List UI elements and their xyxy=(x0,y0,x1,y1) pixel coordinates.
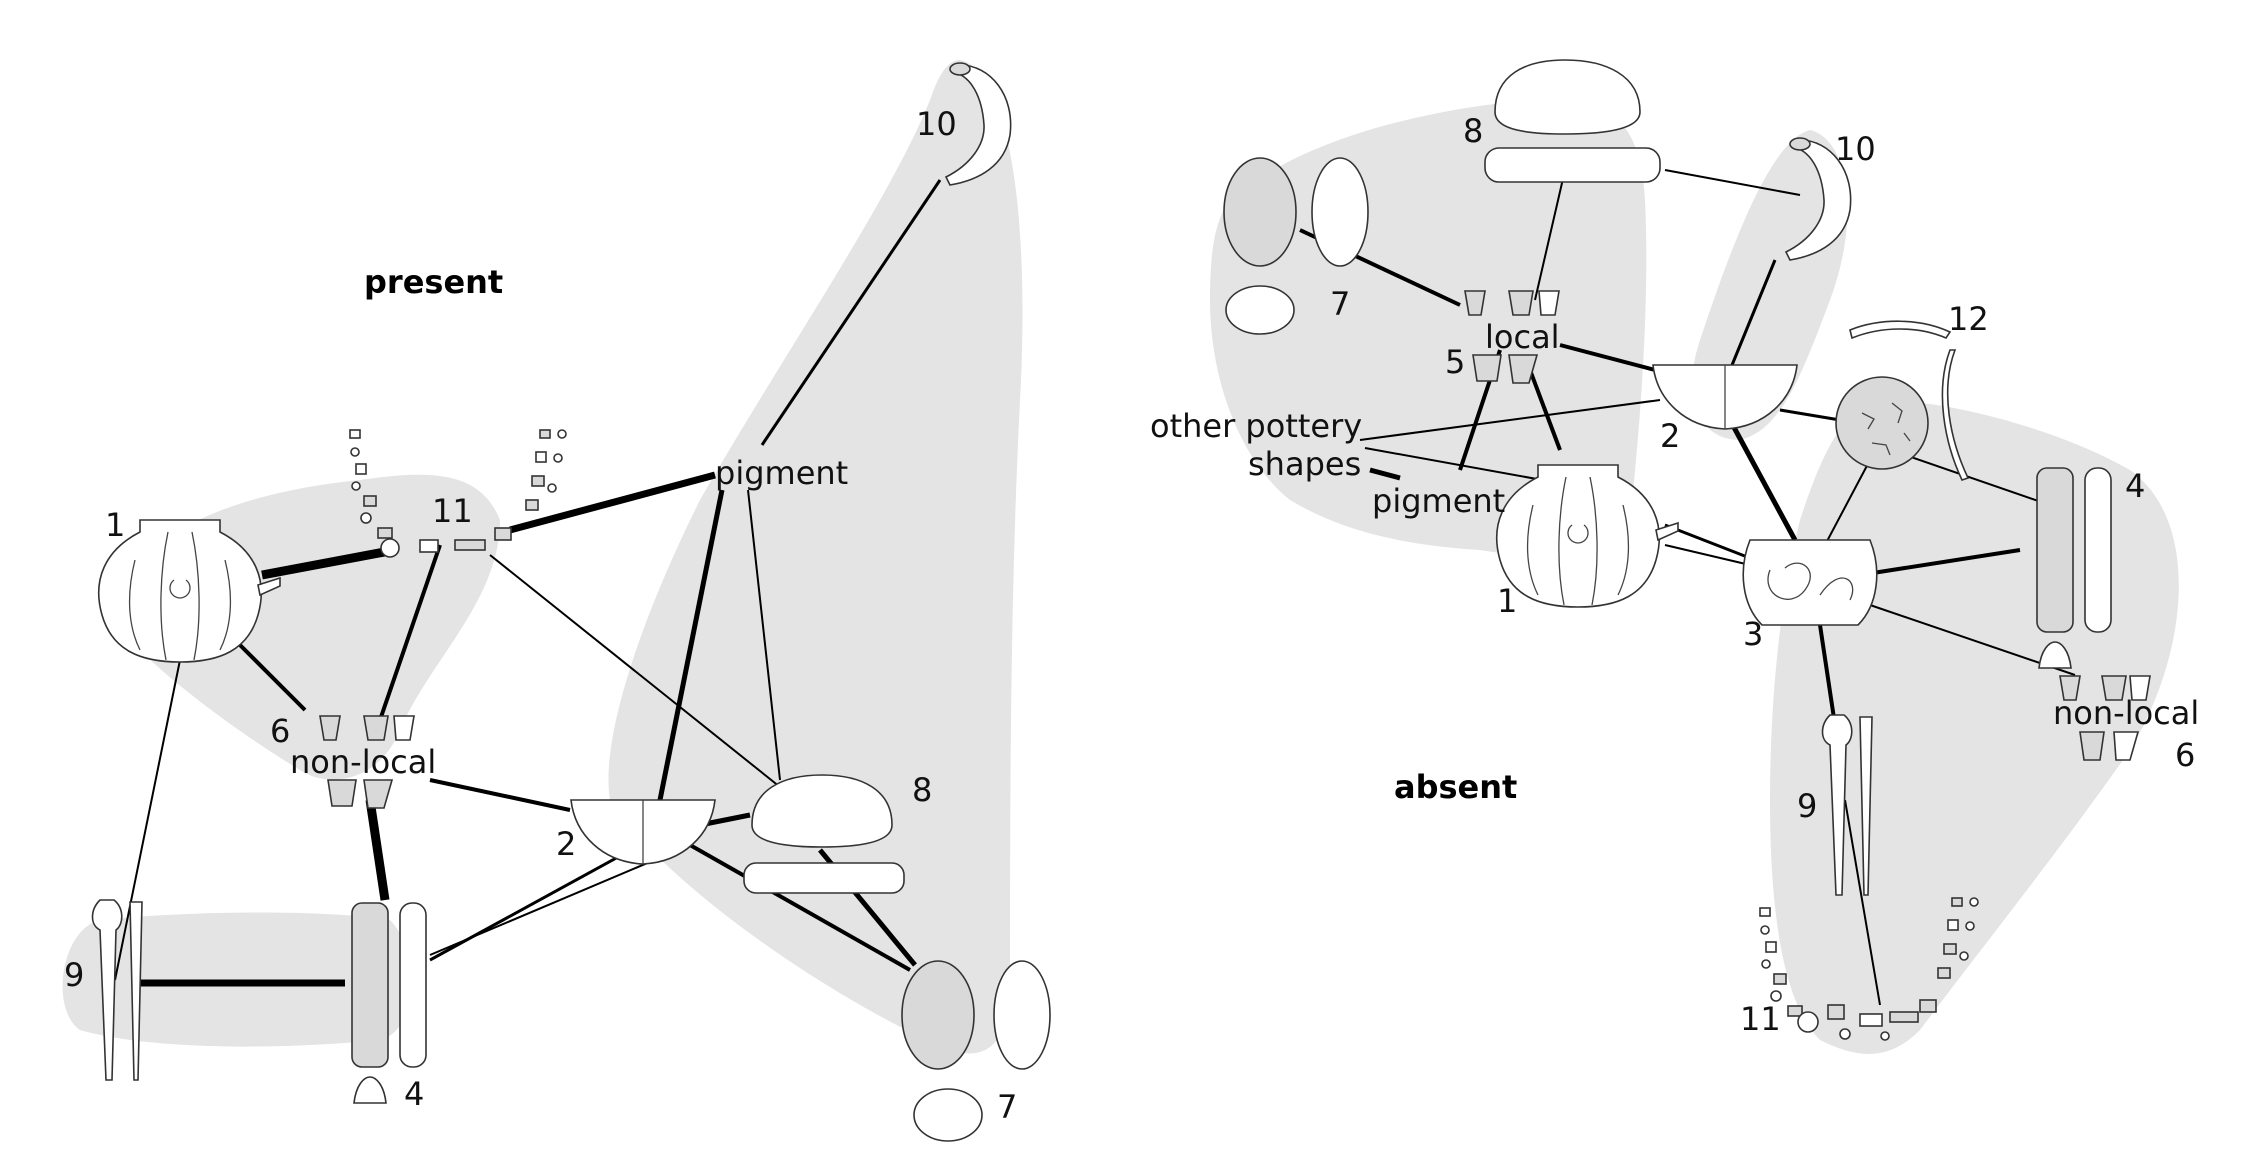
node-number: 11 xyxy=(432,492,473,530)
edge xyxy=(1534,169,1566,301)
edge xyxy=(429,778,571,812)
label-non-local: non-local xyxy=(290,743,436,781)
hull-right-shell xyxy=(1692,130,1848,440)
node-number: 6 xyxy=(270,712,290,750)
label-other-pottery: other pottery xyxy=(1150,407,1362,445)
bead-string-right xyxy=(525,429,567,511)
edge xyxy=(1818,624,1837,726)
edge xyxy=(1664,169,1801,196)
bead-disk xyxy=(380,538,400,558)
node-number: 12 xyxy=(1948,300,1989,338)
flint-tools-drawing-2 xyxy=(2059,675,2151,761)
arc-drawing xyxy=(1849,320,1952,340)
edge xyxy=(760,179,942,446)
panel-title: present xyxy=(364,263,503,301)
hull-left-pigment xyxy=(608,60,1023,1054)
label-non-local: non-local xyxy=(2053,694,2199,732)
edge xyxy=(1664,523,1756,562)
edge xyxy=(114,659,181,981)
node-number: 5 xyxy=(1445,343,1465,381)
edge xyxy=(233,638,307,712)
edge xyxy=(1904,454,2051,506)
edge xyxy=(1664,544,1751,566)
edge xyxy=(509,471,716,534)
node-number: 7 xyxy=(1330,285,1350,323)
node-number: 8 xyxy=(1463,112,1483,150)
node-number: 9 xyxy=(64,956,84,994)
label-shapes: shapes xyxy=(1248,445,1361,483)
label-pigment: pigment xyxy=(715,454,848,492)
label-local: local xyxy=(1485,318,1560,356)
bead xyxy=(419,539,439,553)
edge xyxy=(261,545,396,580)
bead-string-absent xyxy=(1759,897,1979,1041)
edge xyxy=(378,544,442,721)
node-number: 3 xyxy=(1743,615,1763,653)
node-number: 2 xyxy=(556,825,576,863)
node-number: 4 xyxy=(404,1075,424,1113)
node-number: 9 xyxy=(1797,787,1817,825)
jar-drawing xyxy=(1495,464,1679,608)
edge xyxy=(1369,467,1401,481)
edge xyxy=(365,799,390,901)
node-number: 10 xyxy=(1835,130,1876,168)
bead xyxy=(454,539,486,551)
label-pigment: pigment xyxy=(1372,482,1505,520)
node-number: 7 xyxy=(997,1088,1017,1126)
edge xyxy=(1779,408,1841,422)
right-panel: absent other pottery shapes pigment loca… xyxy=(1150,59,2199,1054)
edge xyxy=(689,843,911,972)
edge xyxy=(1727,418,1798,542)
node-number: 8 xyxy=(912,771,932,809)
bead xyxy=(494,527,512,541)
edge xyxy=(1844,799,1881,1006)
edge xyxy=(1359,399,1661,441)
node-number: 2 xyxy=(1660,417,1680,455)
decorated-pot-drawing xyxy=(1742,539,1878,626)
edge xyxy=(1824,459,1871,546)
edge xyxy=(1728,259,1777,371)
node-number: 6 xyxy=(2175,736,2195,774)
edge xyxy=(747,489,781,781)
grinding-stone-drawing xyxy=(1484,59,1661,183)
edge xyxy=(657,489,725,801)
panel-title: absent xyxy=(1394,768,1517,806)
edge xyxy=(1528,369,1562,451)
rod-drawing xyxy=(1941,349,1970,481)
edge xyxy=(1859,548,2021,577)
node-number: 1 xyxy=(1497,582,1517,620)
edge xyxy=(489,554,791,796)
pebbles-drawing xyxy=(1223,157,1369,335)
left-edges xyxy=(114,179,942,987)
node-number: 11 xyxy=(1740,1000,1781,1038)
disk-drawing xyxy=(1835,376,1929,470)
node-number: 4 xyxy=(2125,467,2145,505)
node-number: 10 xyxy=(916,105,957,143)
left-panel: present pigment non-local 1 11 6 2 8 10 … xyxy=(62,60,1051,1142)
node-number: 1 xyxy=(105,506,125,544)
edge xyxy=(1559,343,1656,372)
grinding-stone-drawing xyxy=(743,774,905,894)
